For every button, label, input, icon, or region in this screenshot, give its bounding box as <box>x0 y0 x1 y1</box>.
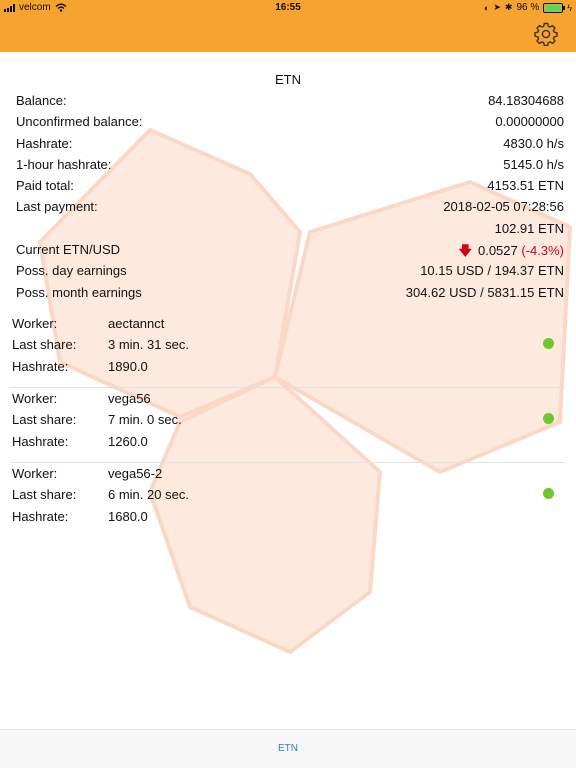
battery-icon <box>543 2 566 13</box>
carrier-label: velcom <box>19 2 51 13</box>
worker-last-share: 6 min. 20 sec. <box>108 487 189 503</box>
wifi-icon <box>55 3 67 12</box>
price-value-group: 🡇 0.0527 (-4.3%) <box>459 242 564 264</box>
stat-label: Unconfirmed balance: <box>16 114 143 130</box>
stats-list: Balance: 84.18304688 Unconfirmed balance… <box>0 90 576 303</box>
nav-bar <box>0 16 576 52</box>
bluetooth-icon: ✱ <box>504 2 513 12</box>
charging-icon: ϟ <box>567 2 572 13</box>
stat-balance: Balance: 84.18304688 <box>0 90 576 111</box>
worker-card[interactable]: Worker: aectannct Last share: 3 min. 31 se… <box>10 313 565 388</box>
tab-etn[interactable]: ETN <box>278 743 298 754</box>
worker-label: Worker: <box>12 390 58 406</box>
price-value: 0.0527 <box>477 243 518 259</box>
stat-month-earnings: Poss. month earnings 304.62 USD / 5831.1… <box>0 282 576 303</box>
last-share-label: Last share: <box>12 487 77 503</box>
stat-value: 5145.0 h/s <box>503 156 564 172</box>
stat-unconfirmed-balance: Unconfirmed balance: 0.00000000 <box>0 111 576 132</box>
stat-last-payment: Last payment: 2018-02-05 07:28:56 <box>0 196 576 217</box>
earnings-label: Poss. month earnings <box>16 284 142 300</box>
price-change: (-4.3%) <box>521 243 564 259</box>
hashrate-label: Hashrate: <box>12 433 69 449</box>
location-icon: ➤ <box>493 2 501 12</box>
arrow-down-icon: 🡇 <box>458 243 472 259</box>
worker-label: Worker: <box>12 465 58 481</box>
worker-hashrate: 1680.0 <box>108 508 148 524</box>
stat-value: 84.18304688 <box>488 93 564 108</box>
price-label: Current ETN/USD <box>16 242 121 258</box>
worker-name: vega56 <box>108 390 151 406</box>
workers-list: Worker: aectannct Last share: 3 min. 31 se… <box>0 313 576 537</box>
stat-price: Current ETN/USD 🡇 0.0527 (-4.3%) <box>0 239 576 260</box>
battery-percent: 96 % <box>516 2 540 13</box>
stat-value: 2018-02-05 07:28:56 <box>443 199 564 215</box>
stat-label: Last payment: <box>16 199 98 215</box>
stat-value: 4153.51 ETN <box>487 178 564 194</box>
stat-paid-total: Paid total: 4153.51 ETN <box>0 175 576 196</box>
status-dot-icon <box>543 487 554 499</box>
status-dot-icon <box>543 337 554 349</box>
worker-hashrate: 1260.0 <box>108 433 148 449</box>
worker-name: aectannct <box>108 315 165 331</box>
main-content: ETN Balance: 84.18304688 Unconfirmed bal… <box>0 52 576 537</box>
stat-label: Balance: <box>16 93 67 108</box>
worker-name: vega56-2 <box>108 465 163 481</box>
stat-hashrate: Hashrate: 4830.0 h/s <box>0 133 576 154</box>
worker-last-share: 3 min. 31 sec. <box>108 337 189 353</box>
status-dot-icon <box>543 412 554 424</box>
status-bar: velcom 16:55 ◐ ➤ ✱ 96 % ϟ <box>0 0 576 16</box>
last-share-label: Last share: <box>12 412 77 428</box>
signal-icon <box>4 3 15 12</box>
status-right: ◐ ➤ ✱ 96 % ϟ <box>484 2 572 13</box>
page-title: ETN <box>275 72 301 87</box>
status-left: velcom <box>4 2 67 13</box>
worker-hashrate: 1890.0 <box>108 358 148 374</box>
stat-label: 1-hour hashrate: <box>16 156 112 172</box>
worker-card[interactable]: Worker: vega56-2 Last share: 6 min. 20 sec… <box>10 463 565 537</box>
stat-last-payment-amount: 102.91 ETN <box>0 218 576 239</box>
last-share-label: Last share: <box>12 337 77 353</box>
stat-hour-hashrate: 1-hour hashrate: 5145.0 h/s <box>0 154 576 175</box>
tab-bar: ETN <box>0 729 576 768</box>
earnings-value: 10.15 USD / 194.37 ETN <box>420 263 564 279</box>
stat-value: 0.00000000 <box>495 114 564 130</box>
stat-label: Hashrate: <box>16 135 73 151</box>
settings-button[interactable] <box>532 20 560 48</box>
worker-last-share: 7 min. 0 sec. <box>108 412 182 428</box>
status-time: 16:55 <box>275 2 301 13</box>
earnings-label: Poss. day earnings <box>16 263 127 279</box>
worker-card[interactable]: Worker: vega56 Last share: 7 min. 0 sec. H… <box>10 388 565 463</box>
gear-icon <box>534 22 558 46</box>
stat-label: Paid total: <box>16 178 74 194</box>
stat-day-earnings: Poss. day earnings 10.15 USD / 194.37 ET… <box>0 260 576 281</box>
hashrate-label: Hashrate: <box>12 508 69 524</box>
stat-value: 102.91 ETN <box>494 220 564 236</box>
earnings-value: 304.62 USD / 5831.15 ETN <box>405 284 564 300</box>
hashrate-label: Hashrate: <box>12 358 69 374</box>
worker-label: Worker: <box>12 315 58 331</box>
stat-value: 4830.0 h/s <box>503 135 564 151</box>
lock-icon: ◐ <box>483 2 490 13</box>
